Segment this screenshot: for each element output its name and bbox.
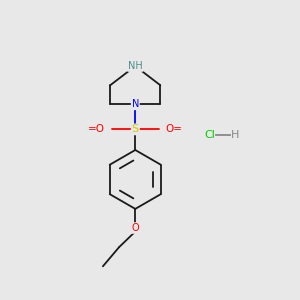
Text: N: N [132,99,139,110]
Text: O=: O= [165,124,182,134]
Text: S: S [132,124,139,134]
Text: H: H [231,130,239,140]
Text: NH: NH [128,61,143,71]
Text: O: O [131,223,139,233]
Text: =O: =O [88,124,105,134]
Text: Cl: Cl [204,130,215,140]
